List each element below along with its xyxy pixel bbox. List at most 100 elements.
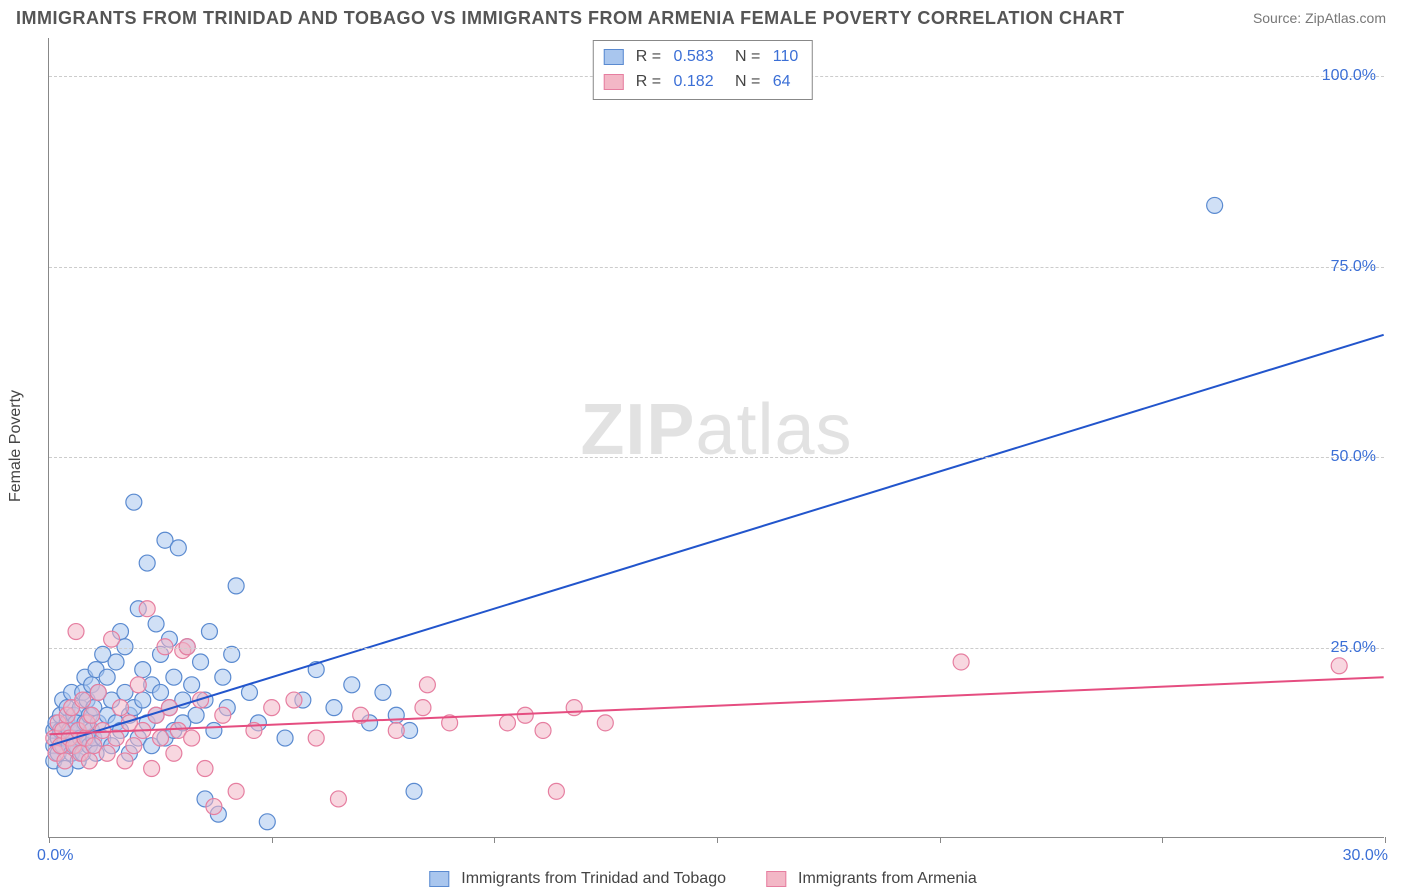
data-point: [117, 753, 133, 769]
data-point: [113, 700, 129, 716]
data-point: [259, 814, 275, 830]
data-point: [90, 684, 106, 700]
gridline: [49, 648, 1384, 649]
stats-row: R = 0.182 N = 64: [604, 70, 798, 95]
gridline: [49, 267, 1384, 268]
data-point: [148, 616, 164, 632]
n-value: 64: [773, 70, 791, 95]
data-point: [597, 715, 613, 731]
y-tick-label: 25.0%: [1331, 639, 1376, 657]
data-point: [135, 662, 151, 678]
data-point: [228, 578, 244, 594]
y-axis-label: Female Poverty: [7, 390, 25, 502]
legend-label: Immigrants from Armenia: [798, 870, 977, 888]
data-point: [535, 722, 551, 738]
data-point: [286, 692, 302, 708]
data-point: [388, 722, 404, 738]
data-point: [75, 692, 91, 708]
data-point: [1331, 658, 1347, 674]
correlation-stats-box: R = 0.583 N = 110R = 0.182 N = 64: [593, 40, 813, 100]
x-tick-mark: [494, 837, 495, 843]
y-tick-label: 100.0%: [1322, 67, 1376, 85]
data-point: [104, 631, 120, 647]
chart-svg: [49, 38, 1384, 837]
data-point: [193, 654, 209, 670]
data-point: [130, 677, 146, 693]
data-point: [344, 677, 360, 693]
data-point: [566, 700, 582, 716]
source-label: Source: ZipAtlas.com: [1253, 10, 1386, 26]
y-tick-label: 50.0%: [1331, 448, 1376, 466]
n-label: N =: [722, 70, 765, 95]
gridline: [49, 457, 1384, 458]
data-point: [108, 654, 124, 670]
data-point: [499, 715, 515, 731]
r-value: 0.583: [674, 45, 714, 70]
data-point: [406, 783, 422, 799]
r-value: 0.182: [674, 70, 714, 95]
trend-line: [49, 335, 1383, 746]
data-point: [68, 624, 84, 640]
legend-item: Immigrants from Armenia: [766, 870, 977, 888]
r-label: R =: [636, 70, 666, 95]
data-point: [144, 761, 160, 777]
data-point: [415, 700, 431, 716]
y-tick-label: 75.0%: [1331, 258, 1376, 276]
r-label: R =: [636, 45, 666, 70]
data-point: [206, 799, 222, 815]
data-point: [139, 555, 155, 571]
data-point: [153, 684, 169, 700]
data-point: [99, 745, 115, 761]
data-point: [330, 791, 346, 807]
data-point: [166, 745, 182, 761]
x-axis-max-label: 30.0%: [1343, 847, 1388, 865]
x-tick-mark: [49, 837, 50, 843]
data-point: [197, 761, 213, 777]
data-point: [126, 494, 142, 510]
data-point: [206, 722, 222, 738]
data-point: [135, 692, 151, 708]
data-point: [953, 654, 969, 670]
data-point: [388, 707, 404, 723]
data-point: [215, 669, 231, 685]
chart-title: IMMIGRANTS FROM TRINIDAD AND TOBAGO VS I…: [16, 8, 1124, 29]
data-point: [57, 753, 73, 769]
data-point: [184, 730, 200, 746]
data-point: [419, 677, 435, 693]
data-point: [215, 707, 231, 723]
data-point: [81, 753, 97, 769]
data-point: [153, 730, 169, 746]
data-point: [126, 738, 142, 754]
data-point: [188, 707, 204, 723]
data-point: [139, 601, 155, 617]
data-point: [99, 669, 115, 685]
data-point: [1207, 197, 1223, 213]
x-tick-mark: [1162, 837, 1163, 843]
legend-swatch: [429, 871, 449, 887]
legend-label: Immigrants from Trinidad and Tobago: [461, 870, 726, 888]
data-point: [548, 783, 564, 799]
data-point: [166, 669, 182, 685]
data-point: [184, 677, 200, 693]
x-tick-mark: [940, 837, 941, 843]
data-point: [517, 707, 533, 723]
data-point: [228, 783, 244, 799]
data-point: [84, 707, 100, 723]
data-point: [308, 730, 324, 746]
x-axis-min-label: 0.0%: [37, 847, 73, 865]
data-point: [375, 684, 391, 700]
x-tick-mark: [717, 837, 718, 843]
legend-item: Immigrants from Trinidad and Tobago: [429, 870, 726, 888]
legend: Immigrants from Trinidad and Tobago Immig…: [429, 870, 976, 888]
x-tick-mark: [1385, 837, 1386, 843]
data-point: [277, 730, 293, 746]
series-swatch: [604, 74, 624, 90]
data-point: [264, 700, 280, 716]
data-point: [241, 684, 257, 700]
plot-area: ZIPatlas 0.0% 30.0% 25.0%50.0%75.0%100.0…: [48, 38, 1384, 838]
n-label: N =: [722, 45, 765, 70]
stats-row: R = 0.583 N = 110: [604, 45, 798, 70]
n-value: 110: [773, 45, 799, 70]
data-point: [224, 646, 240, 662]
legend-swatch: [766, 871, 786, 887]
